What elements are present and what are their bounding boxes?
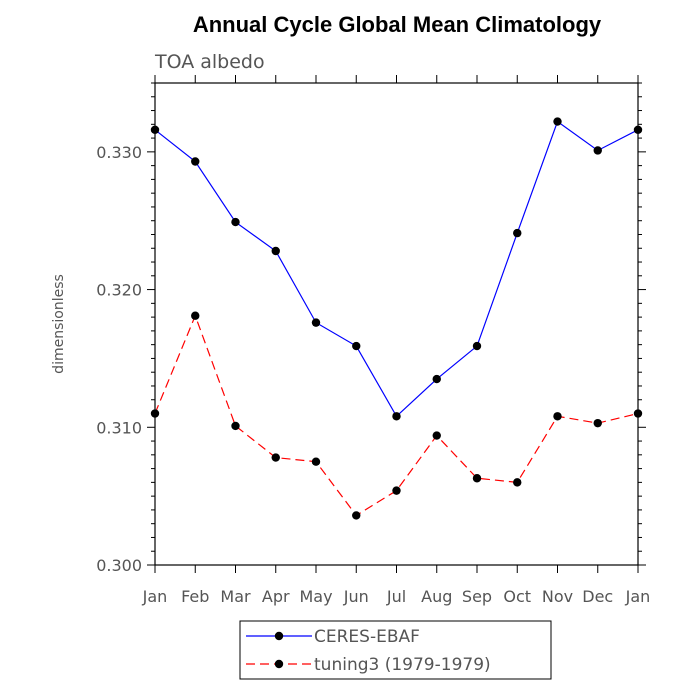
series-2-point (231, 421, 240, 431)
series-1-point (352, 341, 361, 351)
x-tick-label: Aug (421, 587, 452, 606)
x-tick-label: Jan (625, 587, 651, 606)
series-2-point (150, 409, 160, 418)
x-tick-label: Jul (386, 587, 406, 606)
legend-label-2: tuning3 (1979-1979) (314, 655, 491, 675)
series-1-point (472, 341, 482, 351)
x-tick-label: Apr (262, 587, 290, 606)
series-2-point (593, 418, 602, 428)
x-tick-label: Sep (462, 587, 492, 606)
x-tick-label: Jan (142, 587, 168, 606)
chart-subtitle: TOA albedo (154, 51, 265, 73)
y-tick-label: 0.300 (96, 556, 142, 575)
legend-box (239, 620, 552, 680)
y-tick-label: 0.320 (96, 281, 142, 300)
x-tick-label: Oct (503, 587, 531, 606)
x-tick-label: Nov (542, 587, 573, 606)
legend: CERES-EBAF tuning3 (1979-1979) (239, 620, 552, 680)
y-axis-label: dimensionless (51, 274, 67, 374)
chart-title: Annual Cycle Global Mean Climatology (193, 12, 602, 37)
series-1-point (553, 117, 562, 126)
series-2-point (553, 412, 562, 421)
series-1-point (311, 318, 321, 327)
series-1-point (593, 146, 602, 155)
series-2-point (271, 453, 280, 462)
x-tick-label: Dec (582, 587, 613, 606)
series-2-point (472, 474, 482, 483)
series-1-point (432, 374, 441, 384)
series-2-point (352, 511, 361, 520)
series-1-point (633, 125, 643, 135)
series-1-point (513, 228, 522, 238)
x-tick-label: Mar (220, 587, 251, 606)
plot-area: 0.300 0.310 0.320 0.330 Jan Feb Mar Apr May Jun Ju… (96, 75, 650, 606)
series-2-point (432, 431, 441, 440)
series-1-point (392, 412, 401, 421)
series-2-point (311, 457, 321, 466)
series-1-point (191, 157, 200, 166)
y-tick-label: 0.330 (96, 143, 142, 162)
series-line-1 (154, 120, 639, 418)
series-1-point (150, 125, 160, 135)
x-tick-label: Feb (181, 587, 209, 606)
series-1-point (271, 246, 280, 256)
legend-label-1: CERES-EBAF (314, 627, 420, 647)
legend-marker-2 (274, 659, 284, 669)
x-tick-label: May (299, 587, 332, 606)
series-2-point (191, 311, 200, 320)
legend-marker-1 (274, 631, 284, 641)
series-1-point (231, 217, 240, 227)
series-2-point (392, 486, 401, 495)
series-2-point (513, 478, 522, 487)
x-tick-label: Jun (343, 587, 369, 606)
y-tick-label: 0.310 (96, 418, 142, 437)
series-2-point (633, 409, 643, 418)
